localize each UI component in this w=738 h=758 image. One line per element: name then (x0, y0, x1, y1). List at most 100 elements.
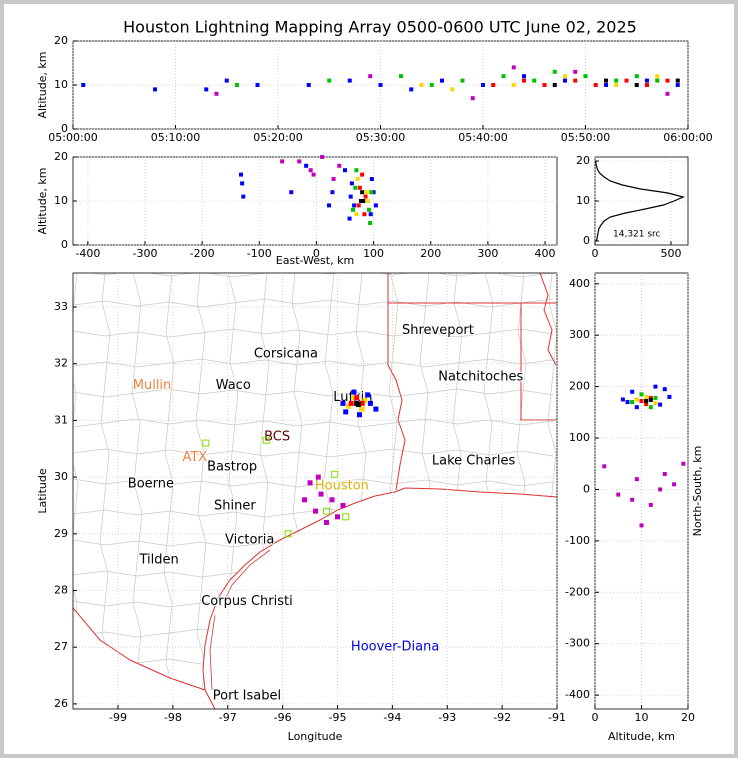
county-line (73, 328, 554, 338)
x-tick-label: -92 (493, 711, 511, 724)
source-point (573, 78, 578, 83)
source-point (349, 181, 354, 186)
y-tick-label: -300 (565, 637, 590, 650)
x-tick-label: -91 (548, 711, 566, 724)
place-label: Natchitoches (438, 369, 523, 384)
source-point (324, 519, 330, 525)
county-line (73, 358, 554, 368)
source-point (470, 96, 475, 101)
x-tick-label: 05:40:00 (458, 131, 507, 144)
y-tick-label: 29 (54, 527, 68, 540)
x-tick-label: 100 (363, 247, 384, 260)
x-tick-label: -94 (383, 711, 401, 724)
x-tick-label: -98 (164, 711, 182, 724)
source-point (352, 203, 357, 208)
source-point (440, 78, 444, 83)
source-point (373, 203, 378, 208)
source-point (355, 177, 360, 181)
source-point (522, 74, 526, 79)
station (202, 439, 210, 447)
place-label: Hoover-Diana (351, 640, 439, 655)
source-point (630, 389, 635, 394)
y-tick-label: 20 (54, 34, 68, 47)
border-tx-la (387, 273, 406, 491)
y-axis-label: Latitude (36, 468, 49, 514)
place-label: Lake Charles (432, 454, 516, 469)
source-point (653, 401, 658, 406)
source-point (648, 502, 653, 507)
source-point (359, 400, 365, 406)
source-point (653, 395, 658, 400)
source-point (359, 199, 363, 203)
source-point (368, 74, 373, 79)
x-tick-label: 20 (681, 711, 695, 724)
source-point (239, 172, 243, 177)
source-point (343, 168, 347, 173)
source-point (359, 406, 365, 412)
y-tick-label: 0 (61, 122, 68, 135)
source-point (658, 402, 663, 407)
source-point (634, 405, 639, 410)
y-tick-label: 100 (569, 431, 590, 444)
source-point (360, 190, 365, 195)
source-point (351, 207, 355, 212)
source-point (634, 477, 639, 482)
source-point (348, 400, 354, 406)
source-point (204, 87, 209, 92)
source-point (648, 397, 653, 402)
source-point (307, 480, 313, 486)
y-tick-label: 30 (54, 470, 68, 483)
source-point (347, 216, 352, 221)
x-tick-label: 05:30:00 (356, 131, 405, 144)
y-tick-label: 31 (54, 413, 68, 426)
source-point (360, 172, 365, 177)
station (331, 470, 339, 478)
source-point (639, 399, 644, 404)
source-point (327, 78, 332, 83)
source-point (511, 83, 516, 87)
x-tick-label: 0 (592, 247, 599, 260)
place-label: Tilden (139, 552, 179, 567)
y-tick-label: 10 (54, 194, 68, 207)
source-point (563, 78, 567, 83)
source-point (241, 194, 246, 199)
source-point (552, 69, 557, 74)
source-point (630, 497, 635, 502)
source-point (532, 78, 537, 83)
station (323, 507, 331, 515)
source-point (625, 400, 630, 405)
source-point (614, 83, 619, 87)
source-point (302, 497, 308, 503)
y-tick-label: 20 (576, 154, 590, 167)
source-point (604, 83, 608, 87)
source-point (327, 203, 331, 208)
source-point (367, 400, 373, 406)
source-point (450, 87, 455, 92)
source-point (563, 74, 567, 79)
source-point (318, 491, 324, 497)
source-point (355, 402, 361, 408)
x-tick-label: 05:50:00 (561, 131, 610, 144)
source-point (289, 190, 294, 195)
source-point (308, 168, 313, 173)
county-line (73, 298, 554, 308)
source-point (304, 163, 309, 168)
source-point (369, 190, 374, 195)
source-point (630, 400, 635, 405)
place-label: Mullin (133, 378, 172, 393)
y-tick-label: 0 (583, 234, 590, 247)
source-point (320, 155, 325, 159)
source-point (644, 399, 649, 404)
source-point (373, 406, 379, 412)
y-tick-label: 20 (54, 150, 68, 163)
source-point (343, 409, 349, 415)
x-tick-label: -200 (190, 247, 215, 260)
place-label: Victoria (225, 533, 274, 548)
source-point (644, 394, 649, 399)
source-point (511, 65, 516, 70)
y-tick-label: -100 (565, 534, 590, 547)
x-tick-label: 10 (635, 711, 649, 724)
source-point (658, 487, 663, 492)
source-point (280, 159, 285, 164)
x-tick-label: 06:00:00 (663, 131, 712, 144)
